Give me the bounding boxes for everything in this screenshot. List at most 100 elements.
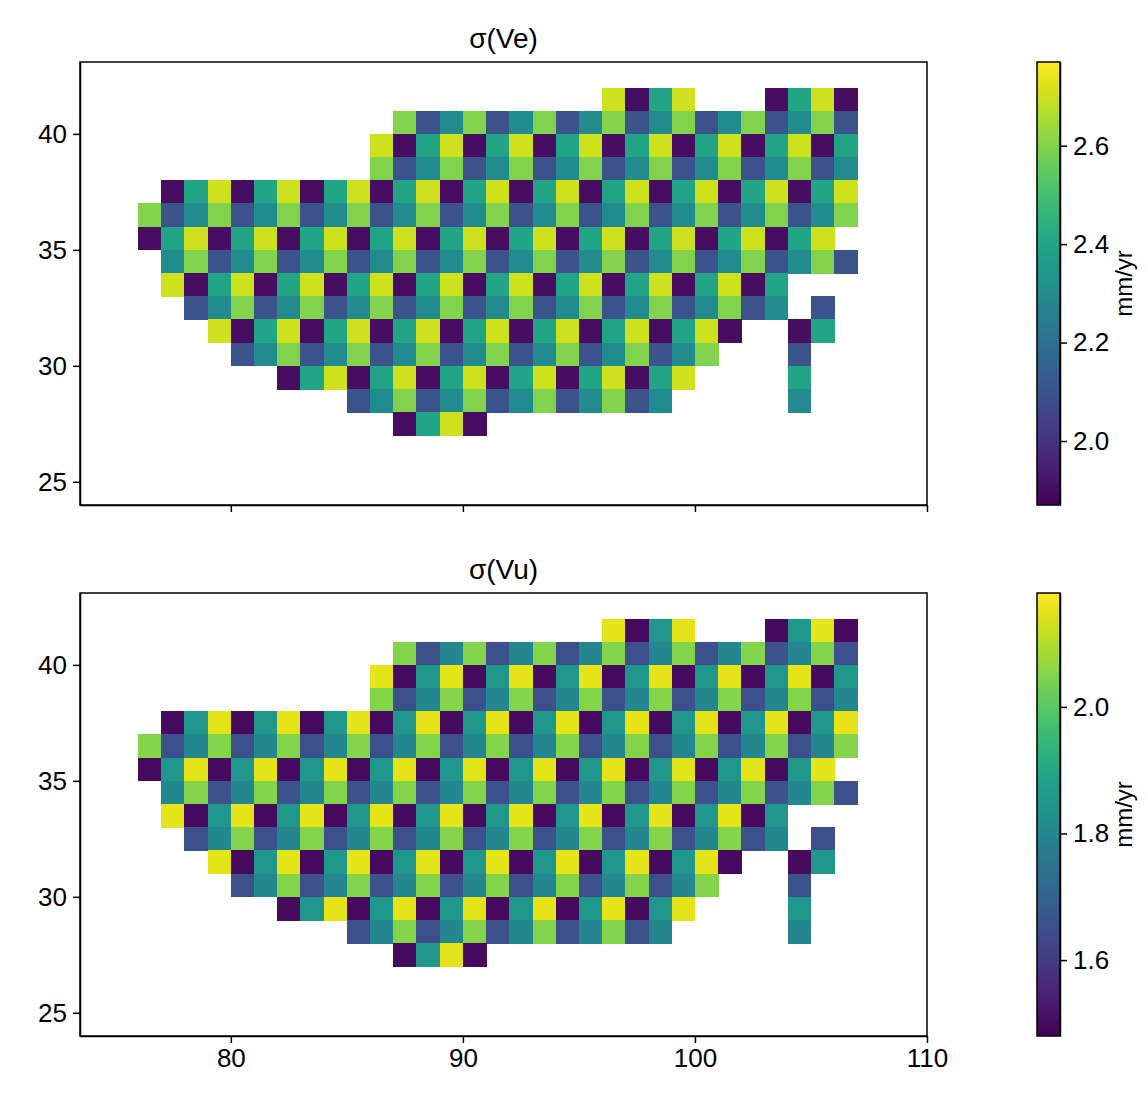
cell [184, 296, 208, 320]
cell [370, 827, 394, 851]
cell [602, 619, 626, 643]
cell [416, 943, 440, 967]
cell [486, 850, 510, 874]
cell [765, 157, 789, 181]
cell [254, 203, 278, 227]
cell [788, 157, 812, 181]
colorbar-tick-label: 2.2 [1073, 327, 1109, 357]
y-tick-mark [73, 134, 80, 136]
cell [625, 850, 649, 874]
cell [718, 688, 742, 712]
cell [208, 203, 232, 227]
cell [602, 874, 626, 898]
cell [231, 781, 255, 805]
cell [509, 157, 533, 181]
cell [602, 203, 626, 227]
x-axis [81, 505, 928, 512]
cell [695, 134, 719, 158]
cell [718, 111, 742, 135]
cell [486, 734, 510, 758]
cell [440, 734, 464, 758]
cell [509, 319, 533, 343]
y-tick: 25 [38, 998, 80, 1028]
cell [277, 319, 301, 343]
cell [788, 920, 812, 944]
panel: 25303540σ(Ve)2.02.22.42.6mm/yr [38, 23, 1137, 512]
cell [556, 850, 580, 874]
cell [834, 157, 858, 181]
cell [579, 758, 603, 782]
cell [231, 874, 255, 898]
cell [324, 227, 348, 251]
cell [672, 273, 696, 297]
cell [579, 180, 603, 204]
cell [440, 781, 464, 805]
cell [300, 897, 324, 921]
cell [788, 688, 812, 712]
cell [533, 389, 557, 413]
cell [625, 711, 649, 735]
cell [416, 203, 440, 227]
cell [556, 227, 580, 251]
cell [208, 758, 232, 782]
cell [509, 389, 533, 413]
cell [834, 180, 858, 204]
cell [509, 734, 533, 758]
cell [556, 734, 580, 758]
cell [649, 711, 673, 735]
cell [347, 366, 371, 390]
cell [834, 134, 858, 158]
cell [208, 804, 232, 828]
cell [208, 827, 232, 851]
cell [579, 711, 603, 735]
cell [741, 203, 765, 227]
colorbar-tick: 1.8 [1060, 818, 1109, 848]
cell [602, 850, 626, 874]
cell [718, 180, 742, 204]
cell [463, 343, 487, 367]
cell [184, 734, 208, 758]
cell [672, 88, 696, 112]
cell [602, 134, 626, 158]
cell [324, 734, 348, 758]
cell [277, 343, 301, 367]
cell [208, 319, 232, 343]
cell [324, 711, 348, 735]
cell [161, 804, 185, 828]
cell [811, 157, 835, 181]
cell [672, 850, 696, 874]
y-tick-label: 30 [38, 351, 67, 381]
cell [416, 665, 440, 689]
cell [277, 711, 301, 735]
cell [324, 758, 348, 782]
cell [347, 343, 371, 367]
cell [509, 781, 533, 805]
colorbar-label: mm/yr [1110, 781, 1137, 848]
cell [741, 665, 765, 689]
cell [440, 157, 464, 181]
cell [579, 804, 603, 828]
cell [370, 850, 394, 874]
colorbar: 1.61.82.0mm/yr [1037, 593, 1137, 1037]
cell [625, 781, 649, 805]
cell [556, 827, 580, 851]
colorbar-tick: 2.0 [1060, 692, 1109, 722]
cell [463, 227, 487, 251]
cell [695, 296, 719, 320]
cell [486, 920, 510, 944]
cell [788, 781, 812, 805]
cell [625, 296, 649, 320]
cell [695, 827, 719, 851]
cell [440, 827, 464, 851]
cell [509, 827, 533, 851]
cell [533, 134, 557, 158]
cell [300, 758, 324, 782]
cell [579, 157, 603, 181]
cell [695, 781, 719, 805]
cell [347, 804, 371, 828]
cell [393, 827, 417, 851]
colorbar-tick-label: 2.0 [1073, 692, 1109, 722]
cell [741, 111, 765, 135]
cell [834, 88, 858, 112]
cell [788, 734, 812, 758]
